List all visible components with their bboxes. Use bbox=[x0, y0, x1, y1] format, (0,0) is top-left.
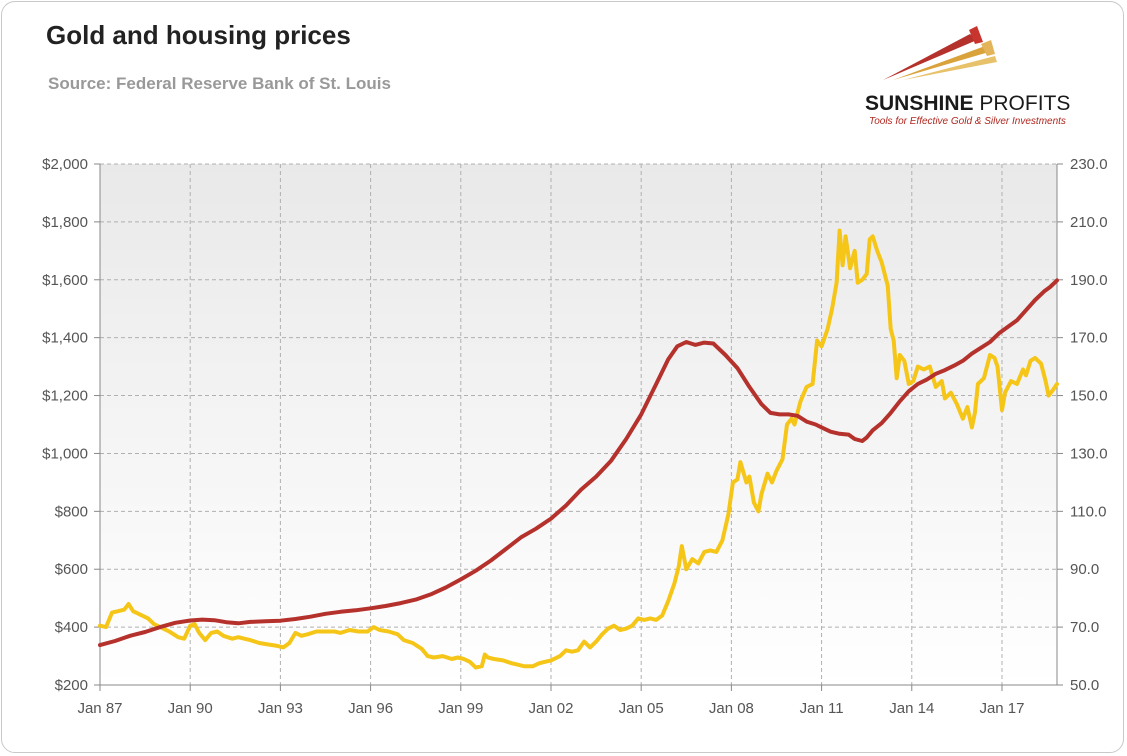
chart-subtitle: Source: Federal Reserve Bank of St. Loui… bbox=[48, 74, 391, 93]
y-right-tick-label: 130.0 bbox=[1070, 445, 1108, 462]
y-right-tick-label: 110.0 bbox=[1070, 503, 1106, 520]
grid-lines bbox=[100, 163, 1057, 685]
x-tick-label: Jan 99 bbox=[438, 700, 483, 717]
x-tick-label: Jan 11 bbox=[800, 700, 844, 717]
gold-series-line bbox=[98, 228, 1059, 670]
y-left-tick-label: $200 bbox=[55, 677, 88, 694]
y-right-tick-label: 170.0 bbox=[1070, 330, 1108, 347]
y-right-tick-label: 190.0 bbox=[1070, 272, 1108, 289]
x-tick-label: Jan 08 bbox=[709, 700, 754, 717]
x-tick-label: Jan 05 bbox=[619, 700, 664, 717]
plot-area bbox=[100, 164, 1057, 685]
y-left-tick-label: $2,000 bbox=[42, 156, 88, 173]
y-left-tick-label: $800 bbox=[55, 503, 88, 520]
y-right-tick-label: 50.0 bbox=[1070, 677, 1099, 694]
x-tick-label: Jan 93 bbox=[258, 700, 303, 717]
x-tick-label: Jan 17 bbox=[979, 700, 1024, 717]
y-left-tick-label: $1,000 bbox=[42, 445, 88, 462]
y-right-tick-label: 90.0 bbox=[1070, 561, 1099, 578]
y-left-tick-label: $1,200 bbox=[42, 388, 88, 405]
y-axis-left-ticks: $200 $400 $600 $800 $1,000 $1,200 $1,400 $1,600… bbox=[42, 156, 100, 694]
x-tick-label: Jan 96 bbox=[348, 700, 393, 717]
y-right-tick-label: 150.0 bbox=[1070, 388, 1108, 405]
sun-rays-logo-icon bbox=[883, 26, 997, 80]
y-left-tick-label: $1,800 bbox=[42, 214, 88, 231]
logo-name: SUNSHINE PROFITS bbox=[865, 92, 1071, 115]
y-left-tick-label: $1,600 bbox=[42, 272, 88, 289]
series-lines bbox=[98, 228, 1059, 670]
y-left-tick-label: $400 bbox=[55, 619, 88, 636]
chart-title: Gold and housing prices bbox=[46, 20, 351, 50]
y-left-tick-label: $1,400 bbox=[42, 330, 88, 347]
x-tick-label: Jan 90 bbox=[168, 700, 213, 717]
x-tick-label: Jan 87 bbox=[77, 700, 122, 717]
sunshine-profits-logo: SUNSHINE PROFITS Tools for Effective Gol… bbox=[865, 22, 1075, 132]
housing-series-line bbox=[98, 278, 1059, 648]
logo-tagline: Tools for Effective Gold & Silver Invest… bbox=[869, 116, 1066, 127]
y-left-tick-label: $600 bbox=[55, 561, 88, 578]
y-axis-right-ticks: 50.0 70.0 90.0 110.0 130.0 150.0 170.0 190.0 210… bbox=[1057, 156, 1108, 694]
y-right-tick-label: 70.0 bbox=[1070, 619, 1099, 636]
x-axis-ticks: Jan 87 Jan 90 Jan 93 Jan 96 Jan 99 Jan 02 Jan … bbox=[77, 685, 1025, 717]
y-right-tick-label: 210.0 bbox=[1070, 214, 1108, 231]
x-tick-label: Jan 02 bbox=[528, 700, 573, 717]
x-tick-label: Jan 14 bbox=[889, 700, 934, 717]
axes bbox=[99, 164, 1058, 686]
y-right-tick-label: 230.0 bbox=[1070, 156, 1108, 173]
